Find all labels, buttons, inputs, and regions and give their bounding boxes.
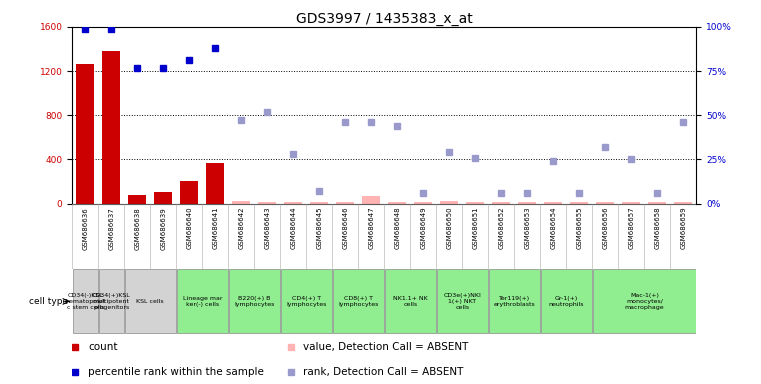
Text: Ter119(+)
erythroblasts: Ter119(+) erythroblasts [493, 296, 535, 307]
Bar [593, 270, 696, 333]
Text: CD34(-)KSL
hematopoiet
c stem cells: CD34(-)KSL hematopoiet c stem cells [65, 293, 106, 310]
Bar [440, 201, 458, 204]
Text: GSM686652: GSM686652 [498, 207, 505, 249]
Bar [206, 163, 224, 204]
Text: GSM686648: GSM686648 [394, 207, 400, 250]
Bar [76, 65, 94, 204]
Bar [102, 51, 120, 204]
Bar [177, 270, 228, 333]
Text: CD34(+)KSL
multipotent
progenitors: CD34(+)KSL multipotent progenitors [92, 293, 131, 310]
Bar [180, 182, 199, 204]
Text: GSM686654: GSM686654 [550, 207, 556, 249]
Bar [281, 270, 332, 333]
Text: GSM686640: GSM686640 [186, 207, 193, 250]
Bar [232, 201, 250, 204]
Text: GSM686647: GSM686647 [368, 207, 374, 250]
Text: GSM686637: GSM686637 [108, 207, 114, 250]
Bar [544, 202, 562, 204]
Bar [125, 270, 176, 333]
Text: CD4(+) T
lymphocytes: CD4(+) T lymphocytes [286, 296, 326, 307]
Bar [596, 202, 614, 204]
Bar [570, 202, 588, 204]
Text: GSM686650: GSM686650 [446, 207, 452, 250]
Bar [492, 202, 511, 204]
Bar [388, 202, 406, 204]
Bar [489, 270, 540, 333]
Text: GSM686653: GSM686653 [524, 207, 530, 250]
Bar [333, 270, 384, 333]
Text: percentile rank within the sample: percentile rank within the sample [88, 366, 264, 377]
Text: GSM686646: GSM686646 [342, 207, 349, 250]
Bar [414, 202, 432, 204]
Bar [258, 202, 276, 204]
Bar [384, 270, 436, 333]
Bar [362, 196, 380, 204]
Text: GSM686639: GSM686639 [161, 207, 167, 250]
Text: Mac-1(+)
monocytes/
macrophage: Mac-1(+) monocytes/ macrophage [625, 293, 664, 310]
Text: GSM686642: GSM686642 [238, 207, 244, 249]
Text: CD8(+) T
lymphocytes: CD8(+) T lymphocytes [338, 296, 378, 307]
Text: CD3e(+)NKI
1(+) NKT
cells: CD3e(+)NKI 1(+) NKT cells [444, 293, 481, 310]
Text: GSM686649: GSM686649 [420, 207, 426, 250]
Text: GSM686658: GSM686658 [654, 207, 661, 250]
Bar [128, 195, 146, 204]
Text: NK1.1+ NK
cells: NK1.1+ NK cells [393, 296, 428, 307]
Text: GSM686655: GSM686655 [576, 207, 582, 249]
Bar [310, 202, 329, 204]
Text: GSM686644: GSM686644 [290, 207, 296, 249]
Text: B220(+) B
lymphocytes: B220(+) B lymphocytes [234, 296, 275, 307]
Text: GSM686657: GSM686657 [629, 207, 635, 250]
Text: GSM686659: GSM686659 [680, 207, 686, 250]
Bar [540, 270, 592, 333]
Text: Gr-1(+)
neutrophils: Gr-1(+) neutrophils [549, 296, 584, 307]
Text: GSM686651: GSM686651 [473, 207, 479, 250]
Bar [154, 192, 173, 204]
Bar [622, 202, 641, 204]
Text: GSM686641: GSM686641 [212, 207, 218, 250]
Bar [99, 270, 124, 333]
Bar [674, 202, 693, 204]
Text: value, Detection Call = ABSENT: value, Detection Call = ABSENT [303, 341, 469, 352]
Text: GSM686645: GSM686645 [317, 207, 323, 249]
Bar [284, 202, 302, 204]
Text: rank, Detection Call = ABSENT: rank, Detection Call = ABSENT [303, 366, 463, 377]
Bar [336, 202, 355, 204]
Text: GSM686643: GSM686643 [264, 207, 270, 250]
Text: KSL cells: KSL cells [136, 299, 164, 304]
Bar [228, 270, 280, 333]
Bar [72, 270, 98, 333]
Bar [466, 202, 485, 204]
Text: Lineage mar
ker(-) cells: Lineage mar ker(-) cells [183, 296, 222, 307]
Text: GSM686638: GSM686638 [134, 207, 140, 250]
Text: cell type: cell type [30, 297, 68, 306]
Text: GSM686656: GSM686656 [602, 207, 608, 250]
Text: count: count [88, 341, 117, 352]
Text: GSM686636: GSM686636 [82, 207, 88, 250]
Bar [518, 202, 537, 204]
Title: GDS3997 / 1435383_x_at: GDS3997 / 1435383_x_at [296, 12, 473, 26]
Bar [648, 202, 667, 204]
Bar [437, 270, 488, 333]
